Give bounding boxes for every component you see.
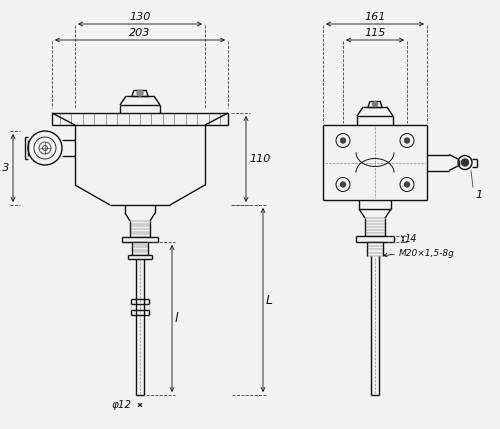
Text: 130: 130 [130, 12, 150, 22]
Circle shape [404, 182, 409, 187]
Text: φ12: φ12 [112, 400, 132, 410]
Circle shape [340, 182, 345, 187]
Text: 110: 110 [249, 154, 270, 164]
Circle shape [137, 90, 143, 96]
Circle shape [340, 138, 345, 143]
Text: 1: 1 [475, 190, 482, 199]
Circle shape [462, 159, 468, 166]
Text: 14: 14 [405, 234, 417, 244]
Text: 203: 203 [130, 28, 150, 38]
Circle shape [372, 102, 378, 106]
Text: 161: 161 [364, 12, 386, 22]
Text: 113: 113 [0, 163, 10, 173]
Text: l: l [175, 312, 178, 325]
Circle shape [404, 138, 409, 143]
Text: 115: 115 [364, 28, 386, 38]
Text: L: L [266, 293, 273, 306]
Text: M20×1,5-8g: M20×1,5-8g [399, 250, 455, 259]
